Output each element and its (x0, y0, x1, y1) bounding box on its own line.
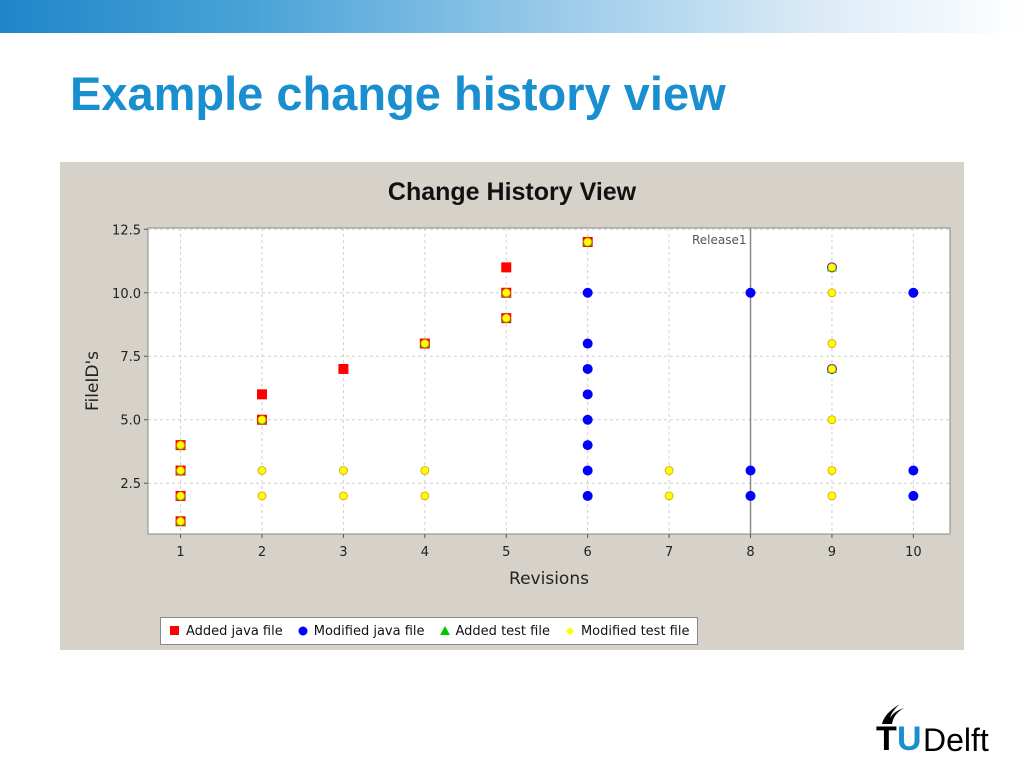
y-axis-label: FileID's (83, 351, 103, 411)
x-tick-label: 3 (339, 545, 347, 560)
point-circle (582, 490, 593, 501)
legend-item: Added test file (439, 624, 550, 639)
point-diamond (176, 516, 185, 526)
x-tick-label: 4 (421, 545, 429, 560)
point-diamond (583, 237, 593, 247)
point-circle (745, 287, 756, 298)
x-tick-label: 2 (258, 545, 266, 560)
tu-delft-logo: T U Delft (876, 700, 1016, 760)
y-tick-label: 10.0 (112, 287, 141, 302)
point-diamond (501, 288, 511, 298)
point-diamond (827, 466, 837, 475)
point-diamond (176, 466, 185, 475)
plot-area (147, 227, 951, 535)
x-axis-label: Revisions (509, 569, 589, 589)
x-tick-label: 6 (584, 545, 592, 560)
legend-item: Added java file (169, 624, 283, 639)
point-circle (908, 287, 919, 298)
y-tick-label: 2.5 (120, 477, 141, 492)
legend-label: Added java file (186, 623, 283, 639)
point-diamond (827, 491, 837, 501)
scatter-chart: 1 2 3 4 5 6 7 8 9 10 2.5 5.0 7.5 10.0 12.5 Release1 Revi… (83, 223, 951, 589)
logo-letter-u: U (897, 720, 922, 758)
point-square (256, 389, 267, 400)
logo-letter-t: T (876, 720, 897, 758)
legend-item: Modified test file (564, 623, 690, 639)
point-diamond (420, 339, 430, 348)
point-diamond (501, 313, 511, 323)
point-circle (582, 287, 593, 298)
point-diamond (827, 262, 837, 272)
point-diamond (176, 440, 185, 450)
point-circle (908, 490, 919, 501)
x-tick-label: 9 (828, 545, 836, 560)
logo-word-delft: Delft (923, 722, 989, 758)
point-square (338, 363, 349, 374)
point-circle (582, 363, 593, 374)
x-tick-label: 7 (665, 545, 673, 560)
point-circle (745, 490, 756, 501)
legend-swatch-diamond-icon (565, 627, 574, 635)
slide-title: Example change history view (70, 67, 726, 120)
x-tick-label: 10 (905, 545, 922, 560)
point-diamond (257, 415, 267, 425)
legend-label: Modified java file (313, 623, 425, 639)
point-square (501, 262, 512, 273)
y-tick-label: 12.5 (112, 223, 141, 238)
y-tick-label: 5.0 (120, 414, 141, 429)
x-tick-label: 1 (176, 545, 184, 560)
header-gradient-bar (0, 0, 1024, 33)
point-circle (745, 465, 756, 476)
point-diamond (827, 364, 837, 374)
legend-label: Added test file (455, 623, 550, 639)
point-diamond (176, 491, 185, 501)
legend-label: Modified test file (580, 623, 690, 639)
chart-title: Change History View (387, 178, 637, 206)
point-diamond (339, 491, 348, 501)
point-diamond (664, 491, 674, 501)
point-circle (582, 465, 593, 476)
point-circle (582, 338, 593, 349)
point-diamond (257, 466, 267, 475)
y-tick-label: 7.5 (120, 350, 141, 365)
point-circle (582, 389, 593, 400)
legend-swatch-square-icon (170, 626, 179, 635)
point-diamond (827, 415, 837, 425)
chart-panel: Change History View 1 2 3 4 5 6 7 8 9 10 2.5 5.0 7.5… (60, 162, 964, 650)
point-diamond (827, 339, 837, 348)
x-tick-label: 5 (502, 545, 510, 560)
legend-swatch-circle-icon (298, 626, 308, 636)
x-tick-label: 8 (746, 545, 754, 560)
chart-legend: Added java file Modified java file Added t… (160, 617, 699, 645)
point-diamond (257, 491, 267, 501)
legend-swatch-triangle-icon (439, 626, 450, 635)
point-diamond (420, 466, 430, 475)
point-diamond (420, 491, 430, 501)
point-circle (582, 440, 593, 451)
point-diamond (664, 466, 674, 475)
point-diamond (827, 288, 837, 298)
point-diamond (339, 466, 348, 475)
release-marker-label: Release1 (692, 233, 747, 247)
point-circle (908, 465, 919, 476)
legend-item: Modified java file (297, 624, 425, 639)
point-circle (582, 414, 593, 425)
tu-delft-flame-icon (882, 704, 904, 724)
